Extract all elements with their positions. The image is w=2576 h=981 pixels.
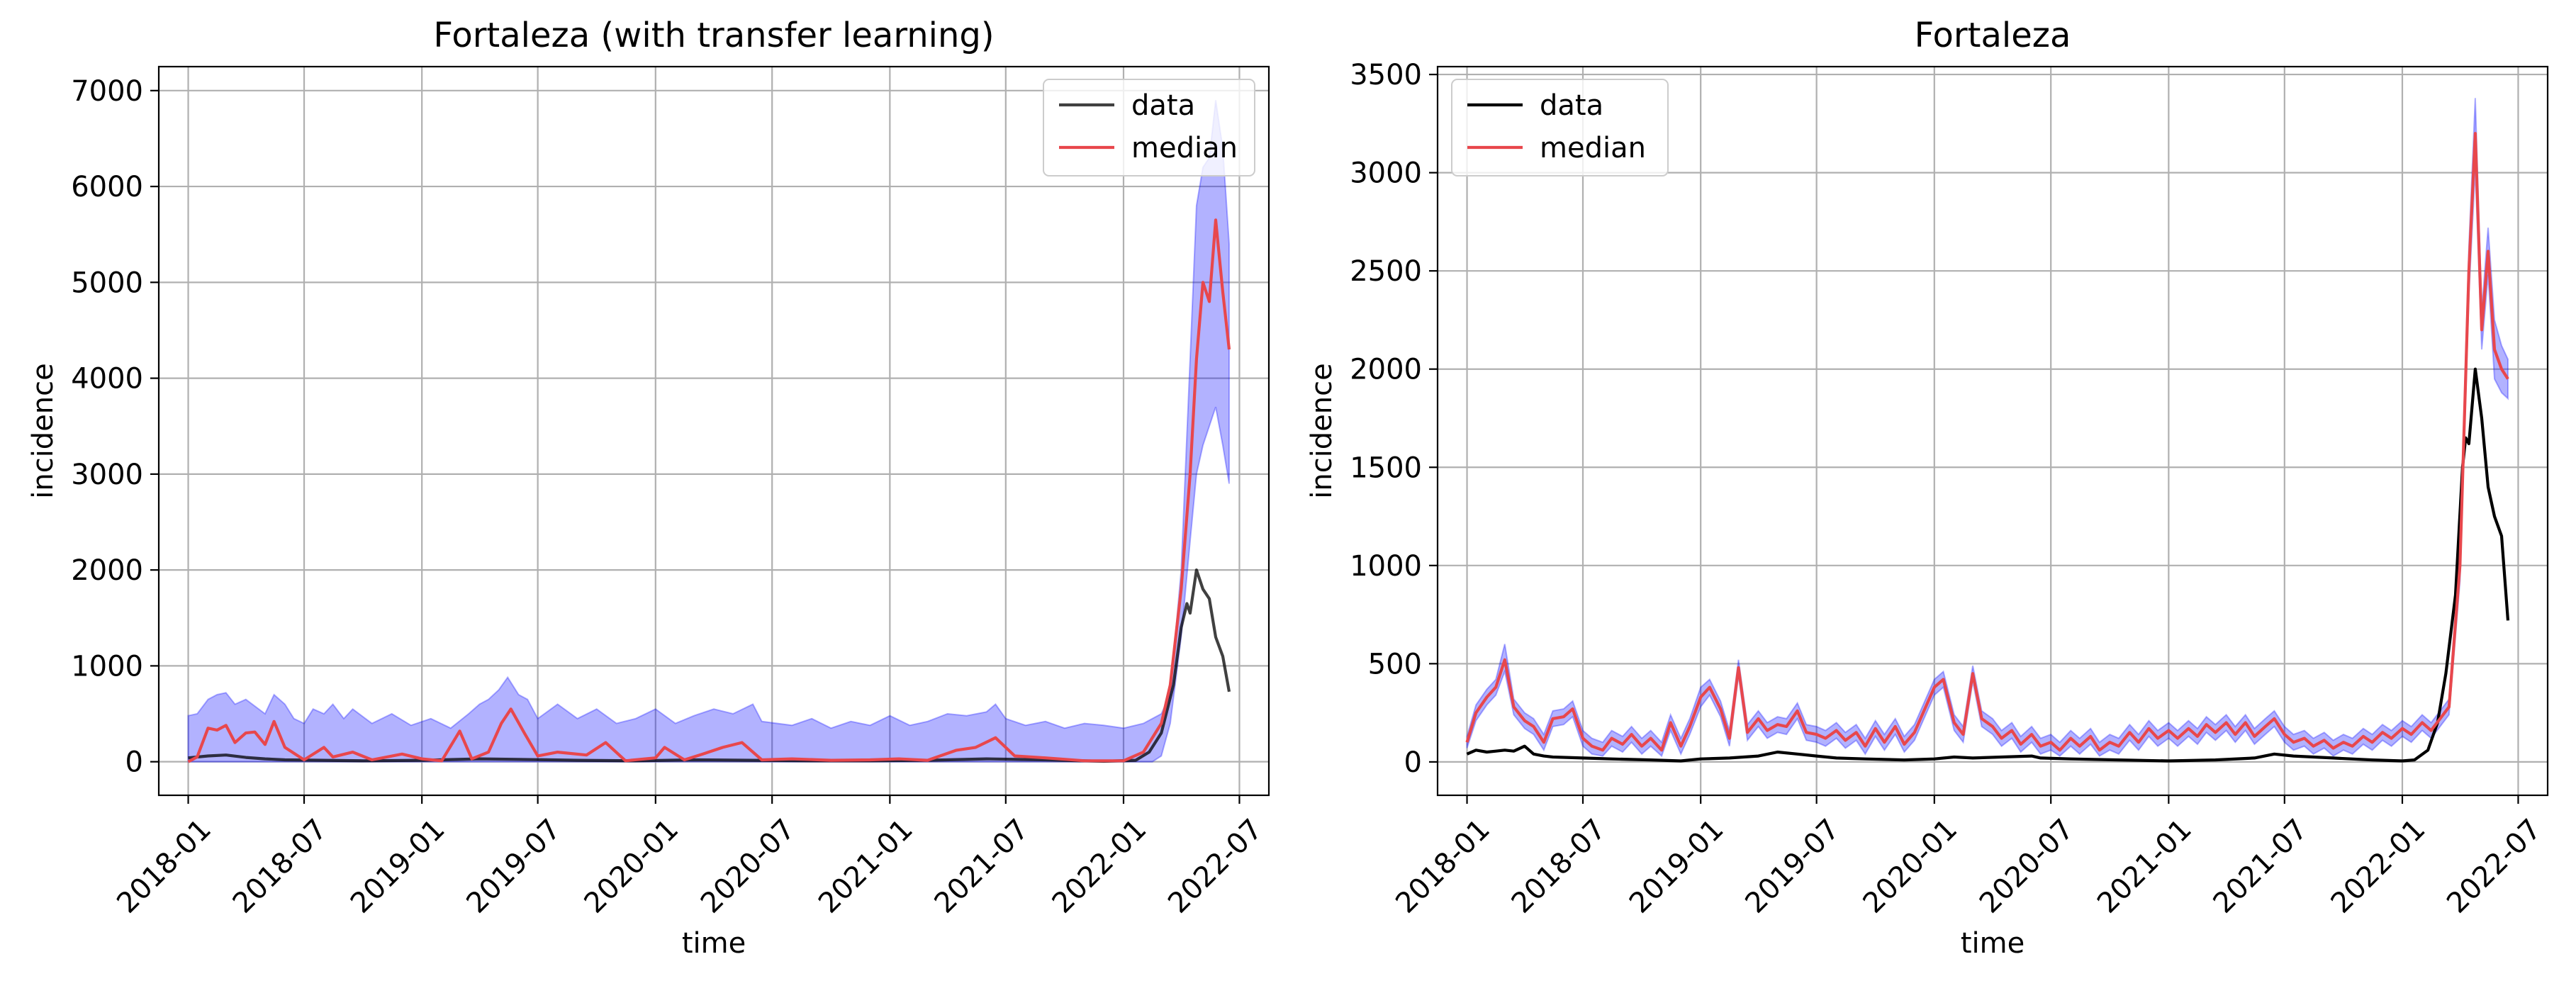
plot-area bbox=[1465, 98, 2510, 763]
legend-label-median: median bbox=[1540, 132, 1646, 164]
series-line-data bbox=[1466, 367, 2510, 763]
legend: data median bbox=[1451, 79, 1669, 176]
series-line-median bbox=[187, 218, 1231, 763]
x-axis-label: time bbox=[682, 927, 746, 960]
chart-title: Fortaleza (with transfer learning) bbox=[433, 16, 994, 55]
y-tick-label: 5000 bbox=[71, 267, 143, 299]
series-line-median bbox=[1465, 132, 2509, 752]
y-axis-label: incidence bbox=[27, 363, 60, 499]
y-tick-label: 0 bbox=[1404, 746, 1422, 779]
gridlines bbox=[1438, 67, 2548, 795]
y-tick-label: 1000 bbox=[71, 650, 143, 683]
y-tick-label: 2000 bbox=[71, 554, 143, 587]
legend-label-data: data bbox=[1540, 89, 1603, 122]
x-axis-label: time bbox=[1961, 927, 2025, 960]
y-tick-label: 1500 bbox=[1350, 452, 1422, 484]
y-tick-label: 2500 bbox=[1350, 255, 1422, 288]
y-tick-label: 4000 bbox=[71, 363, 143, 396]
y-tick-label: 2000 bbox=[1350, 354, 1422, 386]
y-tick-label: 1000 bbox=[1350, 550, 1422, 583]
chart-title: Fortaleza bbox=[1915, 16, 2071, 55]
axes-frame bbox=[1436, 65, 2549, 797]
y-tick-label: 500 bbox=[1368, 648, 1422, 680]
y-tick-label: 3000 bbox=[1350, 157, 1422, 190]
legend-label-median: median bbox=[1131, 132, 1238, 164]
axes-frame bbox=[157, 65, 1270, 797]
y-axis-label: incidence bbox=[1306, 363, 1338, 499]
y-tick-label: 0 bbox=[125, 746, 143, 779]
y-tick-label: 3500 bbox=[1350, 59, 1422, 91]
y-tick-label: 3000 bbox=[71, 459, 143, 491]
y-tick-label: 6000 bbox=[71, 171, 143, 203]
legend: data median bbox=[1043, 79, 1255, 176]
uncertainty-band bbox=[1466, 98, 2509, 758]
y-tick-label: 7000 bbox=[71, 75, 143, 108]
legend-label-data: data bbox=[1131, 89, 1195, 122]
